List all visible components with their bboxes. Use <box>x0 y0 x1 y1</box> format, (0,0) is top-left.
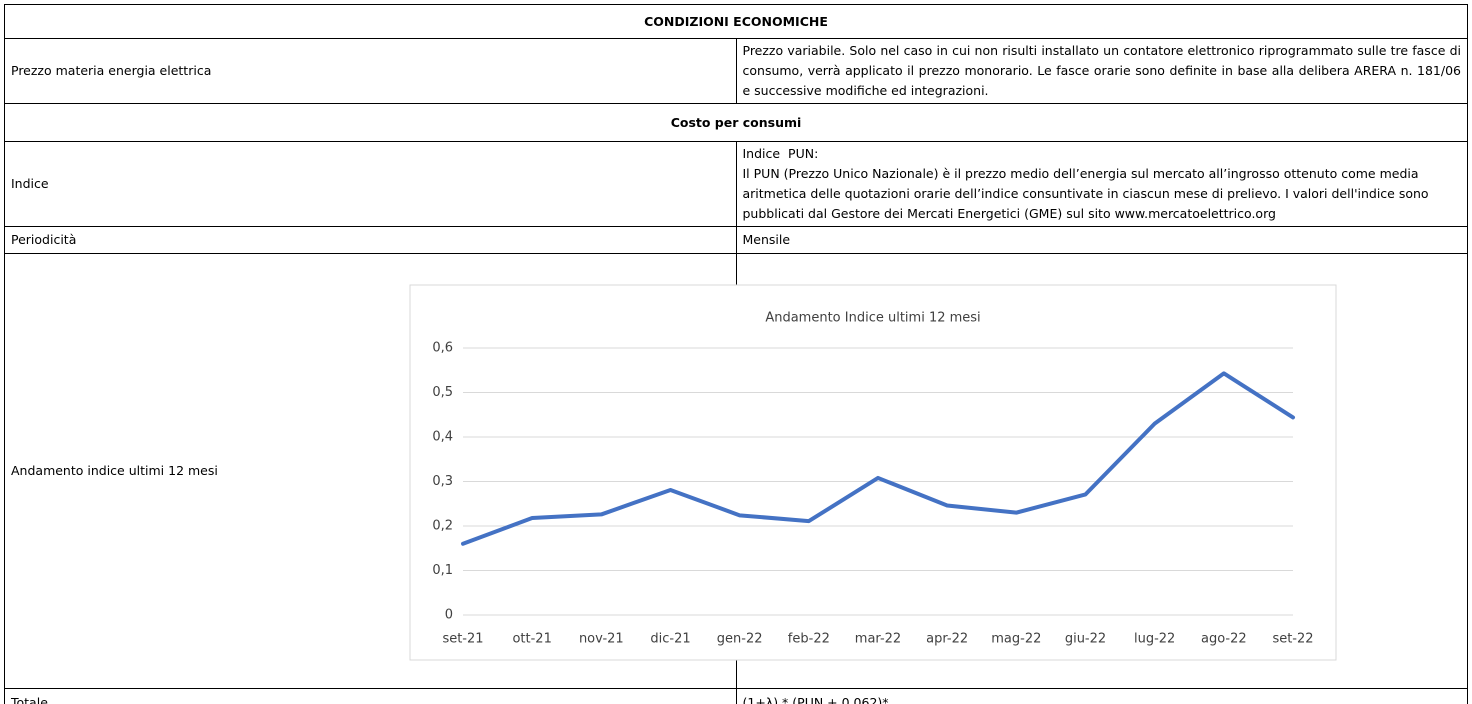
row-text: Prezzo variabile. Solo nel caso in cui n… <box>742 43 1462 98</box>
x-tick-label: lug-22 <box>1134 632 1175 647</box>
y-tick-label: 0,4 <box>432 430 453 445</box>
x-tick-label: nov-21 <box>579 632 624 647</box>
row-text: (1+λ) * (PUN + 0,062)* <box>735 688 1468 704</box>
x-tick-label: set-21 <box>442 632 483 647</box>
x-tick-label: giu-22 <box>1065 632 1106 647</box>
y-tick-label: 0,6 <box>432 341 453 356</box>
row-label: Indice <box>4 141 737 227</box>
x-tick-label: mar-22 <box>855 632 901 647</box>
x-tick-label: gen-22 <box>717 632 763 647</box>
x-tick-label: mag-22 <box>991 632 1041 647</box>
y-tick-label: 0,5 <box>432 385 453 400</box>
x-tick-label: dic-21 <box>650 632 690 647</box>
row-label: Prezzo materia energia elettrica <box>4 38 737 104</box>
x-tick-label: set-22 <box>1272 632 1313 647</box>
y-tick-label: 0,2 <box>432 519 453 534</box>
chart-title: Andamento Indice ultimi 12 mesi <box>765 311 980 326</box>
section-heading: Costo per consumi <box>4 103 1468 142</box>
row-text: Mensile <box>735 226 1468 254</box>
table-title: CONDIZIONI ECONOMICHE <box>4 4 1468 39</box>
conditions-table: CONDIZIONI ECONOMICHE Prezzo materia ene… <box>4 4 1468 704</box>
row-text: Indice PUN: <box>742 146 819 161</box>
y-tick-label: 0,1 <box>432 563 453 578</box>
row-text: Il PUN (Prezzo Unico Nazionale) è il pre… <box>742 166 1429 221</box>
data-line <box>461 371 1295 546</box>
x-tick-label: ott-21 <box>512 632 551 647</box>
chart-frame <box>409 284 1337 661</box>
x-tick-label: feb-22 <box>788 632 830 647</box>
y-tick-label: 0 <box>445 608 453 623</box>
y-tick-label: 0,3 <box>432 474 453 489</box>
x-tick-label: ago-22 <box>1201 632 1247 647</box>
row-label: Totale <box>4 688 737 704</box>
x-tick-label: apr-22 <box>926 632 968 647</box>
